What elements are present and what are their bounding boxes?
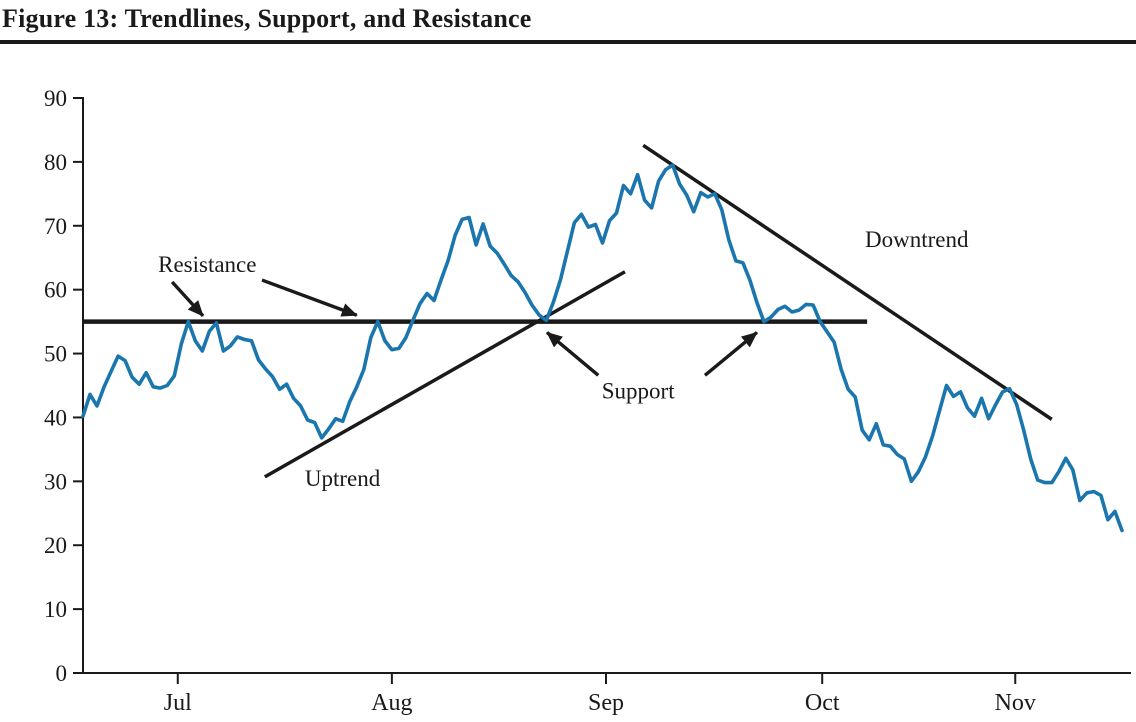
y-axis-tick-label: 40 [44,405,67,430]
downtrend-line [642,143,1053,421]
y-axis-tick-label: 80 [44,150,67,175]
resistance-label: Resistance [158,252,256,277]
figure-header: Figure 13: Trendlines, Support, and Resi… [0,0,1136,44]
y-axis-tick-label: 10 [44,597,67,622]
x-axis-month-label: Aug [371,690,412,716]
y-axis-tick-label: 90 [44,86,67,111]
support-label: Support [602,378,675,403]
resistance-arrow-1 [170,280,205,318]
x-axis-month-label: Sep [588,690,624,716]
y-axis-tick-label: 70 [44,214,67,239]
downtrend-label: Downtrend [865,227,969,252]
uptrend-label: Uptrend [305,466,381,491]
price-series-line [81,163,1124,533]
figure-title: Figure 13: Trendlines, Support, and Resi… [2,4,532,33]
support-arrow-2 [703,331,759,377]
y-axis-tick-label: 30 [44,469,67,494]
x-axis-month-label: Jul [164,690,192,716]
resistance-arrow-2 [261,278,358,317]
y-axis-tick-label: 0 [56,661,68,686]
y-axis-tick-label: 20 [44,533,67,558]
support-arrow-1 [545,331,600,377]
y-axis-tick-label: 60 [44,278,67,303]
y-axis-tick-label: 50 [44,342,67,367]
x-axis-month-label: Nov [995,690,1036,716]
uptrend-line [263,270,626,479]
x-axis-month-label: Oct [805,690,840,716]
